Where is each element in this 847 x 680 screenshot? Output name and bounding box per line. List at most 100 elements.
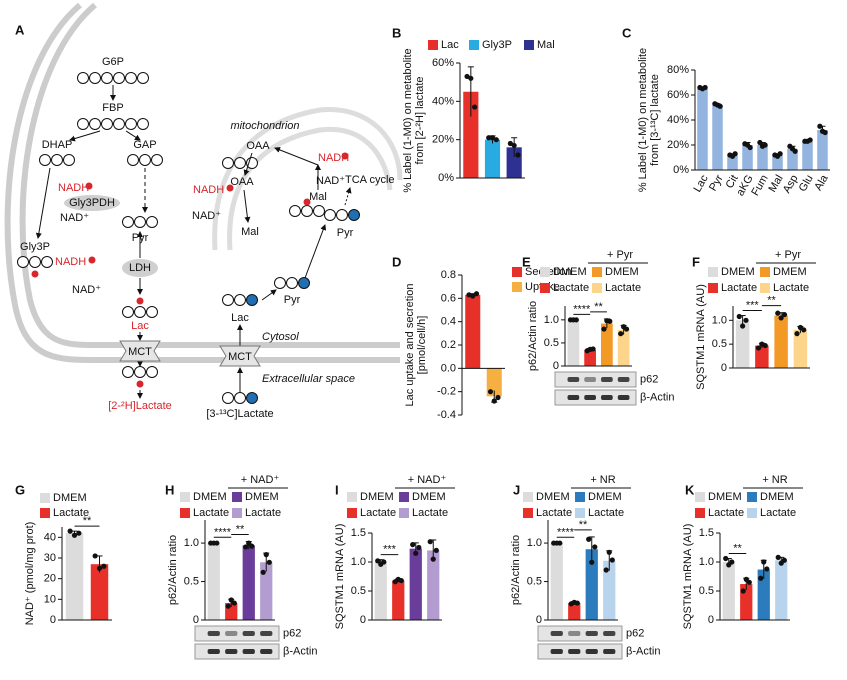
carbon (39, 154, 51, 166)
data-point (590, 346, 596, 352)
blot-label: β-Actin (626, 646, 660, 658)
data-point (792, 148, 798, 154)
data-point (740, 588, 746, 594)
y-tick-label: 40% (432, 95, 454, 107)
legend-swatch (512, 267, 522, 277)
label: GAP (133, 139, 156, 151)
pathway-diagram: A G6P FBP DHAP GAP NADH Gly3PDH NAD⁺ Gly3P Pyr LDH… (4, 2, 403, 420)
data-point (486, 135, 492, 141)
y-tick-label: 0 (360, 614, 366, 626)
data-point (243, 544, 249, 550)
bar (550, 543, 563, 620)
carbon (77, 118, 89, 130)
legend-swatch (708, 283, 718, 293)
data-point (495, 394, 501, 401)
blot-band (260, 649, 273, 654)
legend-swatch (180, 492, 190, 502)
legend-label: DMEM (721, 266, 755, 278)
bar (465, 294, 481, 369)
y-axis-label: SQSTM1 mRNA (AU) (695, 284, 707, 390)
label: Lac (131, 320, 149, 332)
bar (712, 105, 723, 170)
legend-label: DMEM (553, 266, 587, 278)
carbon (89, 118, 101, 130)
significance-label: ** (579, 519, 588, 531)
data-point (249, 543, 255, 549)
arrow (243, 189, 251, 223)
data-point (740, 323, 746, 329)
blot-band (568, 649, 581, 654)
data-point (416, 544, 422, 551)
data-point (743, 317, 749, 323)
y-tick-label: 0 (721, 362, 727, 374)
carbon (17, 256, 29, 268)
blot-label: p62 (626, 628, 644, 640)
data-point (717, 103, 723, 109)
mito-membrane (212, 107, 403, 251)
label: Pyr (337, 227, 354, 239)
y-tick-label: 1.0 (527, 537, 542, 549)
data-point (375, 558, 381, 564)
y-tick-label: 0.6 (441, 292, 456, 304)
panel-label: A (15, 23, 25, 38)
label: NADH (193, 184, 224, 196)
y-tick-label: 0.5 (351, 585, 366, 597)
legend-swatch (540, 283, 550, 293)
carbon (63, 154, 75, 166)
data-point (764, 566, 770, 572)
bar (207, 543, 220, 620)
blot-band (225, 631, 238, 636)
data-point (761, 559, 767, 565)
label: Mal (309, 191, 327, 203)
bar (584, 349, 596, 366)
bar (772, 155, 783, 170)
blot-label: p62 (640, 374, 658, 386)
carbon (134, 366, 146, 378)
legend-label: DMEM (760, 491, 794, 503)
legend-swatch (232, 492, 242, 502)
data-point (723, 555, 729, 562)
carbon (41, 256, 53, 268)
data-point (473, 291, 480, 297)
y-tick-label: 0 (536, 614, 542, 626)
label-dot (136, 297, 144, 305)
data-point (398, 577, 404, 584)
carbon (289, 205, 301, 217)
blot-band (207, 631, 220, 636)
x-tick-label: Ala (812, 172, 831, 193)
y-axis-label: from [3-¹³C] lactate (649, 74, 661, 166)
membrane (4, 2, 400, 363)
label-dot (88, 256, 96, 264)
carbon (137, 118, 149, 130)
data-point (777, 151, 783, 157)
group-label: + NAD⁺ (241, 474, 280, 486)
carbon (137, 72, 149, 84)
data-point (606, 549, 612, 555)
y-tick-label: 0 (708, 614, 714, 626)
data-point (817, 123, 823, 129)
label: Extracellular space (262, 373, 355, 385)
data-point (76, 530, 82, 536)
label-dot (85, 182, 93, 190)
blot-band (584, 377, 596, 382)
data-point (702, 84, 708, 91)
data-point (263, 552, 269, 558)
bar (374, 562, 387, 620)
carbon (301, 205, 313, 217)
label: Gly3PDH (69, 197, 115, 209)
blot-band (603, 631, 616, 636)
y-tick-label: 20% (432, 134, 454, 146)
y-axis-label: p62/Actin ratio (167, 535, 179, 605)
carbon (234, 157, 246, 169)
significance-label: **** (214, 526, 232, 538)
y-tick-label: 10 (44, 593, 56, 605)
significance-label: ** (594, 301, 603, 313)
legend-label: DMEM (193, 491, 227, 503)
bar (727, 155, 738, 170)
bar (774, 315, 788, 368)
data-point (781, 557, 787, 563)
y-axis-label: p62/Actin ratio (510, 535, 522, 605)
y-axis-label: % Label (1-M0) on metabolite (402, 48, 414, 192)
panel-label: I (335, 483, 339, 498)
legend-label: Lactate (412, 507, 448, 519)
